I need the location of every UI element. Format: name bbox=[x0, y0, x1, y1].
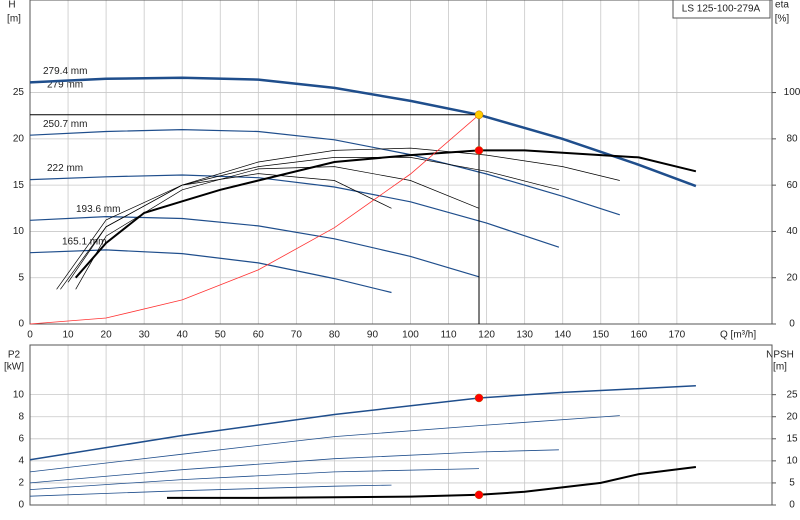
x-axis-label: Q [m³/h] bbox=[720, 330, 756, 341]
y2-tick-label: 5 bbox=[789, 478, 795, 489]
y2-tick-label: 20 bbox=[786, 411, 798, 422]
curve bbox=[29, 215, 480, 278]
x-tick-label: 40 bbox=[177, 330, 189, 341]
y2-tick-label: 15 bbox=[786, 433, 798, 444]
curve bbox=[75, 166, 480, 290]
y2-tick-label: 40 bbox=[786, 226, 798, 237]
curve bbox=[29, 449, 559, 484]
y2-axis-label: eta bbox=[775, 0, 789, 11]
x-tick-label: 60 bbox=[253, 330, 265, 341]
curve bbox=[67, 157, 559, 283]
x-tick-label: 30 bbox=[139, 330, 151, 341]
curve-label: 279.4 mm bbox=[43, 66, 87, 77]
y2-tick-label: 0 bbox=[789, 319, 795, 330]
y2-tick-label: 0 bbox=[789, 500, 795, 511]
y-tick-label: 15 bbox=[13, 180, 25, 191]
y-tick-label: 25 bbox=[13, 87, 25, 98]
y2-tick-label: 60 bbox=[786, 180, 798, 191]
x-tick-label: 120 bbox=[478, 330, 495, 341]
y-tick-label: 4 bbox=[18, 456, 24, 467]
curve bbox=[29, 484, 392, 497]
y-axis-unit: [m] bbox=[7, 14, 21, 25]
x-tick-label: 10 bbox=[62, 330, 74, 341]
curve bbox=[29, 385, 696, 461]
y-tick-label: 5 bbox=[18, 272, 24, 283]
curve-note: 279 mm bbox=[47, 80, 83, 91]
y-axis-unit: [kW] bbox=[4, 362, 24, 373]
duty-point bbox=[474, 146, 484, 155]
curve bbox=[29, 468, 480, 490]
y-tick-label: 10 bbox=[13, 226, 25, 237]
x-tick-label: 150 bbox=[592, 330, 609, 341]
plot-frame bbox=[29, 0, 773, 325]
duty-point bbox=[474, 110, 484, 120]
curve-label: 250.7 mm bbox=[43, 119, 87, 130]
y-axis-label: P2 bbox=[8, 350, 21, 361]
x-tick-label: 50 bbox=[215, 330, 227, 341]
y2-tick-label: 80 bbox=[786, 133, 798, 144]
y-axis-label: H bbox=[8, 0, 15, 11]
curve bbox=[29, 114, 480, 325]
plot-frame bbox=[29, 344, 773, 506]
curve bbox=[29, 415, 620, 473]
y2-tick-label: 10 bbox=[786, 456, 798, 467]
x-tick-label: 20 bbox=[101, 330, 113, 341]
y2-tick-label: 25 bbox=[786, 389, 798, 400]
duty-point bbox=[474, 490, 484, 500]
curve bbox=[29, 174, 560, 248]
y-tick-label: 8 bbox=[18, 411, 24, 422]
y-tick-label: 10 bbox=[13, 389, 25, 400]
curve bbox=[29, 249, 392, 294]
curve bbox=[167, 466, 697, 499]
x-tick-label: 130 bbox=[516, 330, 533, 341]
duty-point bbox=[474, 393, 484, 403]
x-tick-label: 70 bbox=[291, 330, 303, 341]
x-tick-label: 140 bbox=[554, 330, 571, 341]
curve bbox=[29, 128, 620, 216]
y-tick-label: 6 bbox=[18, 433, 24, 444]
y-tick-label: 0 bbox=[18, 500, 24, 511]
x-tick-label: 90 bbox=[367, 330, 379, 341]
x-tick-label: 100 bbox=[402, 330, 419, 341]
curve bbox=[74, 149, 697, 279]
y-tick-label: 20 bbox=[13, 133, 25, 144]
product-box bbox=[672, 0, 771, 19]
y2-axis-unit: [%] bbox=[775, 14, 790, 25]
x-tick-label: 110 bbox=[441, 330, 457, 341]
y2-tick-label: 20 bbox=[786, 272, 798, 283]
curve-label: 165.1 mm bbox=[62, 236, 106, 247]
y2-axis-unit: [m] bbox=[773, 362, 787, 373]
x-tick-label: 160 bbox=[630, 330, 647, 341]
y2-tick-label: 100 bbox=[784, 87, 800, 98]
x-tick-label: 170 bbox=[669, 330, 686, 341]
curve bbox=[29, 76, 697, 188]
x-tick-label: 0 bbox=[27, 330, 33, 341]
y-tick-label: 0 bbox=[18, 319, 24, 330]
product-name: LS 125-100-279A bbox=[682, 4, 761, 15]
y2-axis-label: NPSH bbox=[766, 350, 794, 361]
x-tick-label: 80 bbox=[329, 330, 341, 341]
curve-label: 222 mm bbox=[47, 163, 83, 174]
curve-label: 193.6 mm bbox=[76, 204, 120, 215]
curve bbox=[56, 173, 392, 290]
y-tick-label: 2 bbox=[18, 478, 24, 489]
